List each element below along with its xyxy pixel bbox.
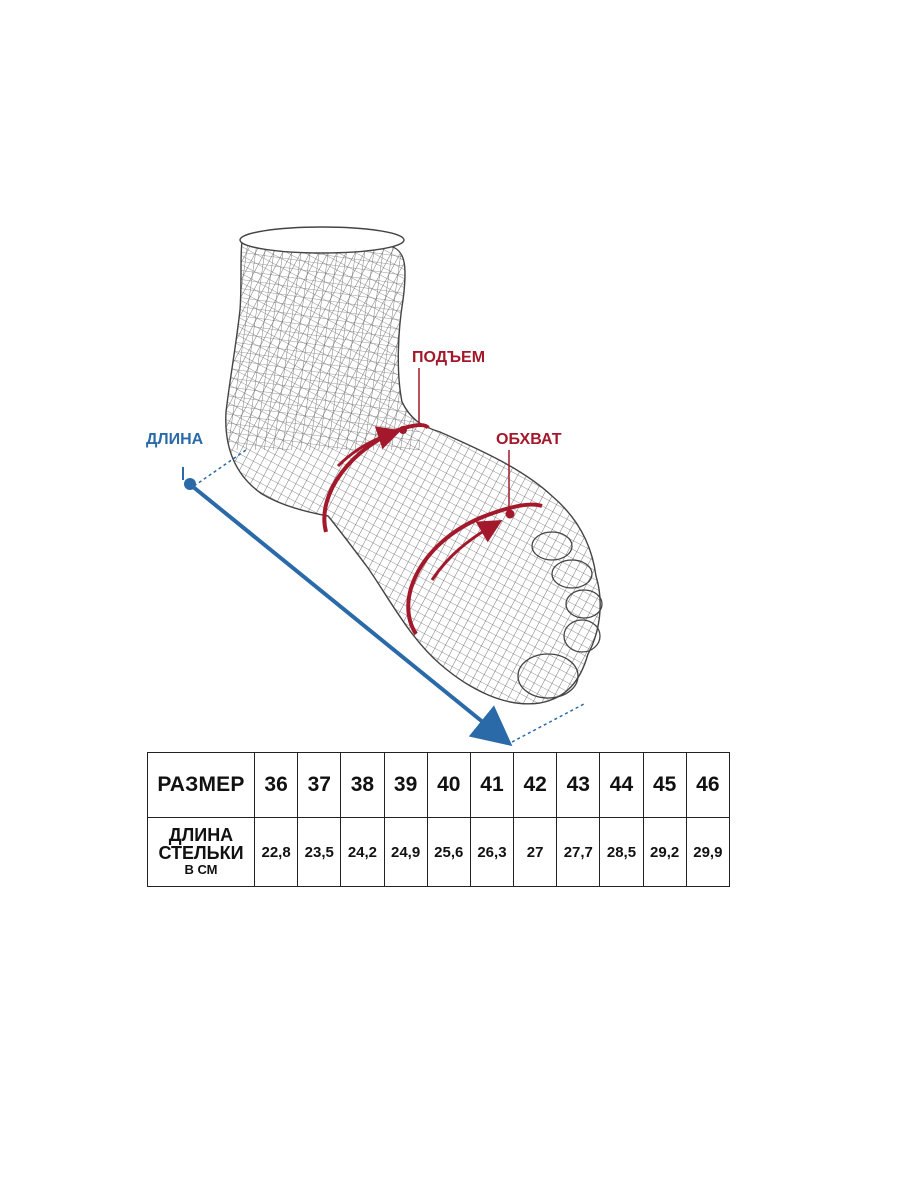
size-cell: 42 <box>513 752 558 818</box>
insole-length-header: ДЛИНА СТЕЛЬКИ В СМ <box>147 817 255 887</box>
insole-length-header-line1: ДЛИНА <box>168 825 234 845</box>
size-cell: 37 <box>297 752 342 818</box>
length-cell: 24,9 <box>383 817 428 887</box>
size-cell: 38 <box>340 752 385 818</box>
length-cell: 24,2 <box>340 817 385 887</box>
size-chart-table: РАЗМЕР 36 37 38 39 40 41 42 43 44 45 46 … <box>147 752 731 887</box>
instep-label: ПОДЪЕМ <box>412 349 485 366</box>
length-cell: 27 <box>513 817 558 887</box>
length-label: ДЛИНА <box>146 431 204 448</box>
length-cell: 26,3 <box>469 817 515 887</box>
length-cell: 27,7 <box>556 817 601 887</box>
size-header: РАЗМЕР <box>147 752 255 818</box>
size-cell: 46 <box>685 752 731 818</box>
foot-wireframe <box>225 226 603 705</box>
insole-length-row: ДЛИНА СТЕЛЬКИ В СМ 22,8 23,5 24,2 24,9 2… <box>147 817 731 887</box>
length-cell: 29,9 <box>685 817 731 887</box>
instep-loop <box>322 368 430 533</box>
girth-label: ОБХВАТ <box>496 431 562 448</box>
length-cell: 23,5 <box>297 817 342 887</box>
size-cell: 36 <box>253 752 299 818</box>
length-cell: 25,6 <box>426 817 471 887</box>
size-cell: 45 <box>642 752 687 818</box>
size-cell: 39 <box>383 752 428 818</box>
size-row: РАЗМЕР 36 37 38 39 40 41 42 43 44 45 46 <box>147 752 731 818</box>
size-cell: 43 <box>556 752 601 818</box>
size-cell: 41 <box>469 752 515 818</box>
length-arrow <box>182 449 585 747</box>
length-cell: 29,2 <box>642 817 687 887</box>
insole-length-header-line2: СТЕЛЬКИ <box>158 843 244 863</box>
size-cell: 40 <box>426 752 471 818</box>
length-cell: 28,5 <box>599 817 644 887</box>
size-cell: 44 <box>599 752 644 818</box>
girth-loop <box>406 450 543 636</box>
insole-length-header-unit: В СМ <box>184 862 218 877</box>
length-cell: 22,8 <box>253 817 299 887</box>
